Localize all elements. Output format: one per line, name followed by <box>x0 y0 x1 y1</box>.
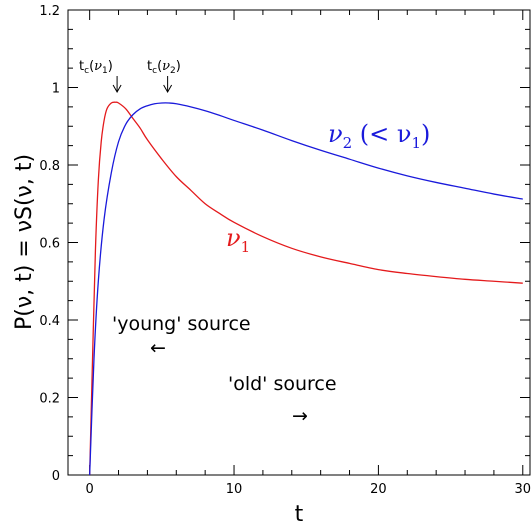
series-line-2 <box>89 102 523 476</box>
y-tick-label: 1 <box>52 82 60 97</box>
tc-label-nu2: tc(ν2) <box>147 59 181 76</box>
x-tick-label: 0 <box>86 482 94 497</box>
y-tick-label: 0 <box>52 469 60 484</box>
x-tick-label: 10 <box>226 482 243 497</box>
tc-label-nu1: tc(ν1) <box>79 59 113 76</box>
y-tick-label: 0.2 <box>39 392 60 407</box>
x-tick-label: 20 <box>370 482 387 497</box>
annotation-old-arrow: → <box>292 405 308 427</box>
tc-arrows <box>112 76 173 94</box>
annotation-young-arrow: ← <box>150 337 166 359</box>
series-label-nu2: ν2 (< ν1) <box>328 120 430 152</box>
series-line-1 <box>89 101 523 476</box>
annotation-old-source: 'old' source <box>228 373 337 395</box>
series-lines <box>89 101 523 476</box>
y-tick-label: 1.2 <box>39 4 60 19</box>
y-tick-label: 0.8 <box>39 159 60 174</box>
series-label-nu1: ν1 <box>226 224 250 256</box>
annotation-young-source: 'young' source <box>112 313 251 335</box>
y-tick-label: 0.6 <box>39 237 60 252</box>
axis-ticks <box>68 9 530 476</box>
tc-arrow-head-2 <box>163 84 173 94</box>
x-axis-title: t <box>295 502 304 525</box>
y-tick-label: 0.4 <box>39 314 60 329</box>
tc-arrow-head-1 <box>112 84 122 94</box>
x-tick-label: 30 <box>515 482 532 497</box>
y-axis-title: P(ν, t) = νS(ν, t) <box>12 154 37 330</box>
tick-labels: 0 10 20 30 0 0.2 0.4 0.6 0.8 1 1.2 <box>39 4 531 497</box>
